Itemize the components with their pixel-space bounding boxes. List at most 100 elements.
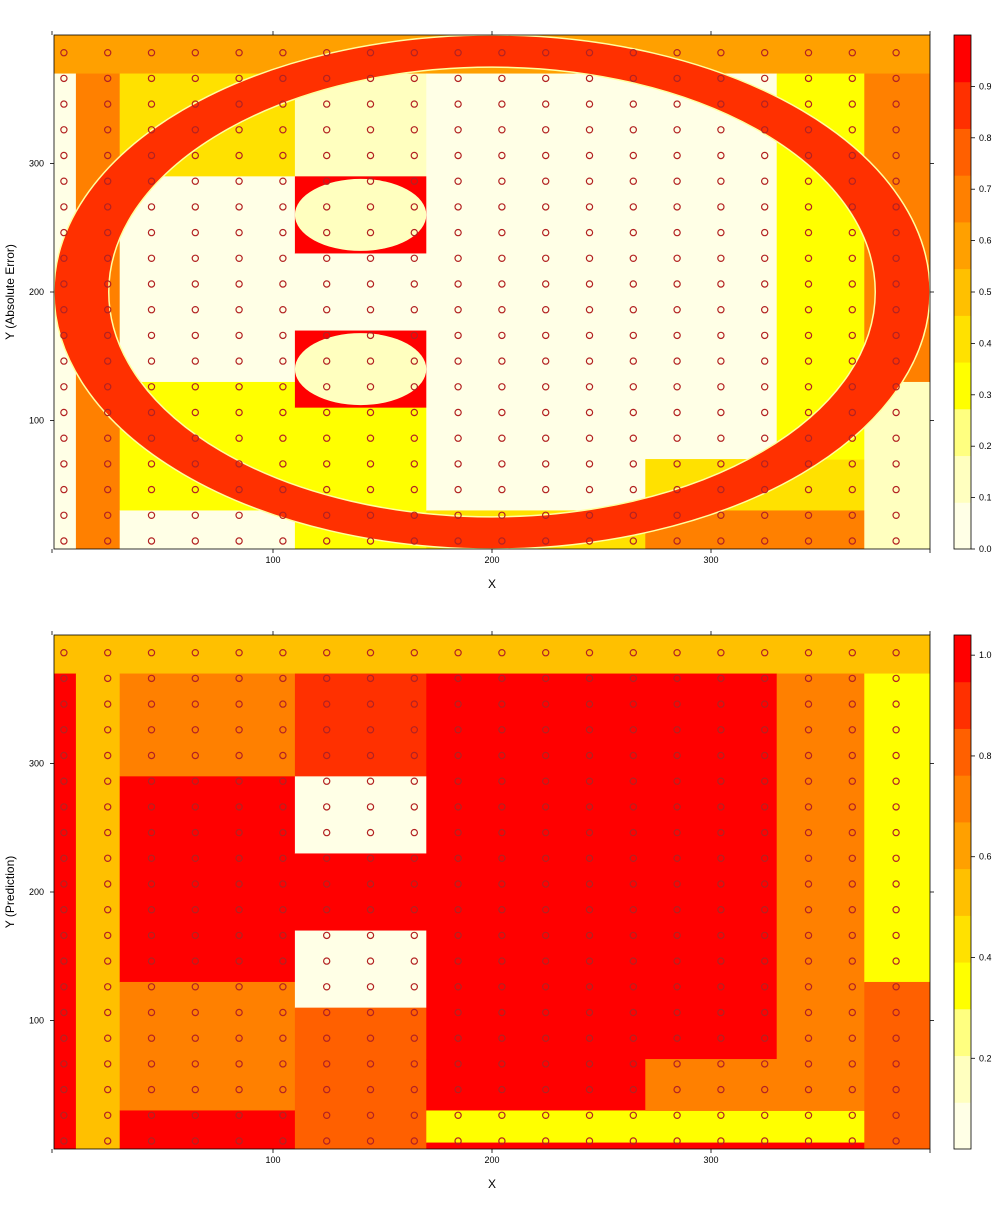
sample-point	[629, 228, 638, 237]
sample-point	[147, 254, 156, 262]
sample-point	[323, 828, 331, 837]
sample-point	[673, 177, 681, 185]
sample-point	[366, 880, 375, 888]
sample-point	[585, 751, 594, 760]
sample-point	[717, 854, 725, 863]
sample-point	[542, 434, 550, 442]
sample-point	[191, 228, 199, 237]
sample-point	[848, 151, 857, 160]
sample-point	[585, 537, 594, 545]
colorbar-swatch	[954, 962, 971, 1010]
sample-point	[191, 74, 199, 83]
sample-point	[60, 485, 68, 494]
sample-point	[366, 203, 375, 211]
sample-point	[498, 511, 506, 520]
sample-point	[454, 357, 462, 365]
sample-point	[410, 880, 418, 888]
sample-point	[673, 751, 681, 760]
sample-point	[761, 49, 769, 57]
sample-point	[717, 511, 725, 520]
sample-point	[235, 126, 243, 134]
sample-point	[147, 931, 156, 940]
sample-point	[279, 880, 287, 888]
sample-point	[366, 126, 375, 134]
sample-point	[673, 537, 681, 545]
sample-point	[60, 1060, 68, 1068]
heatmap-cell	[75, 673, 121, 1149]
sample-point	[323, 931, 331, 940]
heatmap-cell	[294, 1007, 427, 1149]
sample-point	[761, 460, 769, 468]
sample-point	[804, 408, 813, 417]
sample-point	[673, 126, 681, 134]
colorbar-swatch	[954, 681, 971, 729]
sample-point	[454, 1008, 462, 1017]
sample-point	[673, 828, 681, 837]
sample-point	[717, 460, 725, 468]
sample-point	[235, 408, 243, 417]
sample-point	[410, 777, 418, 785]
sample-point	[103, 511, 112, 520]
sample-point	[717, 1085, 725, 1094]
sample-point	[147, 49, 156, 57]
colorbar-tick-label: 0.3	[979, 390, 992, 400]
sample-point	[629, 434, 638, 442]
sample-point	[629, 828, 638, 837]
sample-point	[235, 957, 243, 965]
sample-point	[279, 931, 287, 940]
sample-point	[804, 1034, 813, 1042]
sample-point	[498, 126, 506, 134]
sample-point	[761, 751, 769, 760]
sample-point	[761, 700, 769, 708]
sample-point	[279, 649, 287, 657]
sample-point	[323, 1085, 331, 1094]
colorbar-tick-label: 0.4	[979, 953, 992, 963]
sample-point	[366, 331, 375, 340]
sample-point	[542, 983, 550, 991]
sample-point	[191, 280, 199, 288]
sample-point	[498, 674, 506, 683]
sample-point	[848, 906, 857, 914]
sample-point	[235, 228, 243, 237]
sample-point	[103, 1085, 112, 1094]
sample-point	[454, 408, 462, 417]
sample-point	[717, 674, 725, 683]
sample-point	[848, 828, 857, 837]
sample-point	[103, 828, 112, 837]
sample-point	[848, 751, 857, 760]
sample-point	[717, 280, 725, 288]
sample-point	[629, 126, 638, 134]
sample-point	[542, 177, 550, 185]
sample-point	[848, 203, 857, 211]
sample-point	[410, 1034, 418, 1042]
sample-point	[498, 177, 506, 185]
sample-point	[103, 100, 112, 108]
heatmap-cell	[54, 673, 77, 1149]
sample-point	[60, 49, 68, 57]
heatmap-cell	[294, 930, 427, 1009]
sample-point	[848, 74, 857, 83]
sample-point	[103, 408, 112, 417]
sample-point	[673, 100, 681, 108]
heatmap-cell	[776, 673, 865, 1060]
y-tick-label: 200	[29, 287, 44, 297]
sample-point	[235, 906, 243, 914]
sample-point	[892, 228, 900, 237]
sample-point	[717, 931, 725, 940]
sample-point	[892, 357, 900, 365]
sample-point	[892, 280, 900, 288]
sample-point	[191, 254, 199, 262]
sample-point	[235, 983, 243, 991]
sample-point	[804, 511, 813, 520]
heatmap-cell	[426, 1142, 865, 1149]
sample-point	[804, 100, 813, 108]
heatmap-cell	[119, 510, 296, 549]
y-tick-label: 300	[29, 159, 44, 169]
colorbar-swatch	[954, 502, 971, 550]
sample-point	[761, 511, 769, 520]
colorbar-swatch	[954, 775, 971, 823]
sample-point	[235, 100, 243, 108]
sample-point	[191, 1008, 199, 1017]
sample-point	[629, 906, 638, 914]
sample-point	[279, 100, 287, 108]
